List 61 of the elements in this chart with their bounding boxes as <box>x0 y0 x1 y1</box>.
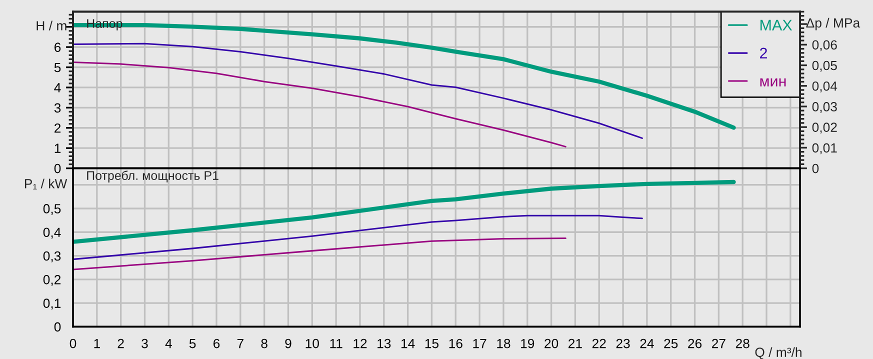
x-tick-label: 18 <box>497 338 510 348</box>
y-tick-label: 0,2 <box>43 274 61 286</box>
x-axis-title: Q / m³/h <box>755 347 802 359</box>
line-series <box>73 42 643 139</box>
y2-tick-label: 0 <box>812 164 819 174</box>
y-tick-label: 0,5 <box>43 204 61 215</box>
x-tick-label: 17 <box>473 338 486 348</box>
x-tick-label: 14 <box>401 338 415 348</box>
x-tick-label: 3 <box>142 338 148 348</box>
y2-axis-title: Δp / MPa <box>806 18 860 30</box>
x-tick-label: 12 <box>354 338 367 348</box>
x-tick-label: 21 <box>568 338 582 348</box>
x-tick-label: 25 <box>664 338 678 348</box>
y-tick-label: 0 <box>54 164 61 174</box>
y-axis-title: H / m <box>36 20 66 30</box>
y2-tick-label: 0,01 <box>812 143 837 154</box>
line-series <box>73 238 566 270</box>
y2-tick-label: 0,06 <box>812 40 837 52</box>
y-tick-label: 4 <box>54 83 61 92</box>
x-tick-label: 0 <box>70 338 76 348</box>
x-tick-label: 28 <box>736 338 750 348</box>
x-tick-label: 22 <box>592 338 606 348</box>
x-tick-label: 1 <box>94 338 100 348</box>
legend-label: мин <box>760 78 786 86</box>
x-tick-label: 19 <box>521 338 534 348</box>
y-axis-title: P₁ / kW <box>24 178 68 190</box>
x-tick-label: 2 <box>118 338 124 348</box>
x-tick-label: 4 <box>165 338 172 348</box>
y-tick-label: 5 <box>54 62 61 72</box>
legend-label: MAX <box>760 20 792 30</box>
line-series <box>73 214 643 260</box>
y-tick-label: 3 <box>54 103 61 113</box>
line-series <box>73 61 566 148</box>
x-tick-label: 10 <box>306 338 319 348</box>
x-tick-label: 7 <box>237 338 244 348</box>
y-tick-label: 0,4 <box>43 228 61 239</box>
x-tick-label: 6 <box>213 338 220 348</box>
y2-tick-label: 0,04 <box>812 81 838 92</box>
legend-label: 2 <box>760 48 767 58</box>
y-tick-label: 0,1 <box>43 298 61 310</box>
y-tick-label: 6 <box>54 42 61 52</box>
x-tick-label: 16 <box>449 338 462 348</box>
y-tick-label: 0 <box>54 322 61 332</box>
y2-tick-label: 0,05 <box>812 60 837 72</box>
y2-tick-label: 0,03 <box>812 102 837 113</box>
x-tick-label: 23 <box>616 338 630 348</box>
y-tick-label: 1 <box>54 144 61 153</box>
x-tick-label: 13 <box>378 338 391 348</box>
y-tick-label: 0,3 <box>43 251 61 262</box>
x-tick-label: 20 <box>544 338 558 348</box>
x-tick-label: 24 <box>640 338 654 348</box>
y2-tick-label: 0,02 <box>812 122 837 134</box>
chart-title: Потребл. мощность P1 <box>87 170 218 182</box>
y-tick-label: 2 <box>54 123 61 133</box>
x-tick-label: 26 <box>688 338 702 348</box>
x-tick-label: 27 <box>712 338 726 348</box>
x-tick-label: 11 <box>330 338 342 348</box>
x-tick-label: 15 <box>425 338 439 348</box>
x-tick-label: 5 <box>189 338 196 348</box>
x-tick-label: 9 <box>285 338 292 348</box>
x-tick-label: 8 <box>261 338 268 348</box>
